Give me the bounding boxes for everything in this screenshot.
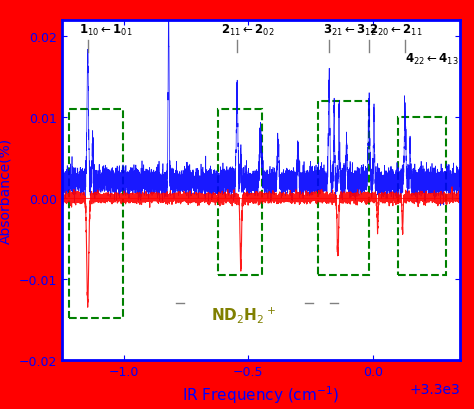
Text: 1$_{10}$$\leftarrow$1$_{01}$: 1$_{10}$$\leftarrow$1$_{01}$ (79, 23, 133, 38)
X-axis label: IR Frequency (cm$^{-1}$): IR Frequency (cm$^{-1}$) (182, 383, 339, 405)
Y-axis label: Absorbance(%): Absorbance(%) (0, 137, 13, 243)
Text: 2$_{20}$$\leftarrow$2$_{11}$: 2$_{20}$$\leftarrow$2$_{11}$ (369, 23, 422, 38)
Bar (219, 109, 262, 275)
Text: 3$_{21}$$\leftarrow$3$_{12}$: 3$_{21}$$\leftarrow$3$_{12}$ (323, 23, 376, 38)
Text: ND$_2$H$_2$$^+$: ND$_2$H$_2$$^+$ (211, 304, 276, 324)
Text: 2$_{11}$$\leftarrow$2$_{02}$: 2$_{11}$$\leftarrow$2$_{02}$ (221, 23, 274, 38)
Text: 4$_{22}$$\leftarrow$4$_{13}$: 4$_{22}$$\leftarrow$4$_{13}$ (405, 52, 459, 67)
Bar (398, 117, 446, 275)
Bar (318, 101, 369, 275)
Bar (69, 109, 123, 318)
